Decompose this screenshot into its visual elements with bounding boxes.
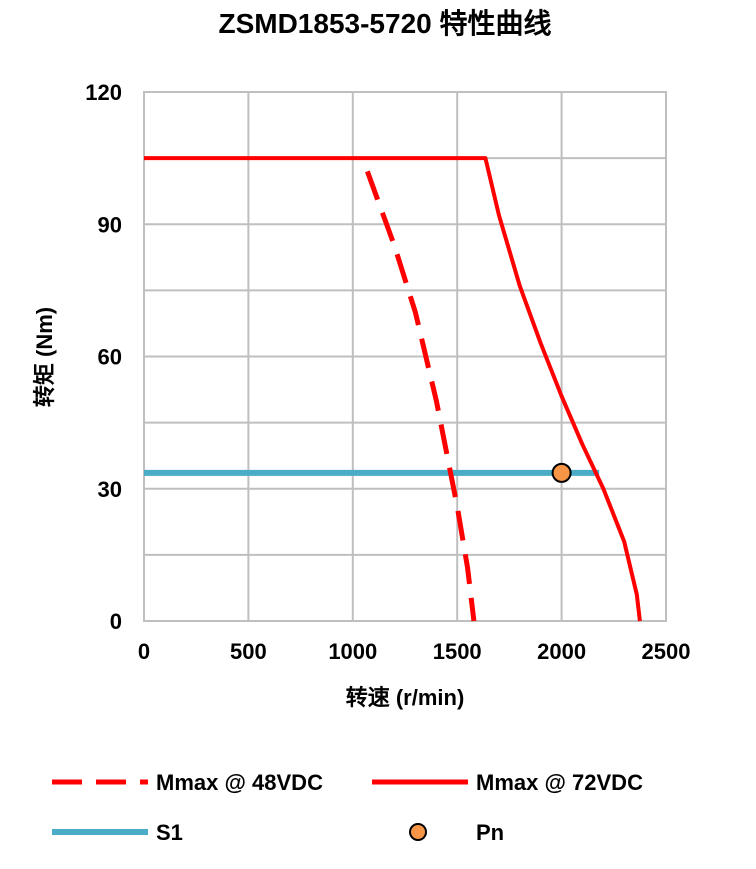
series-layer [144, 156, 642, 622]
series-mmax-72vdc-line [144, 156, 642, 622]
legend-mmax-48vdc-label: Mmax @ 48VDC [156, 770, 323, 795]
x-tick-label: 1500 [433, 639, 482, 664]
x-axis-label: 转速 (r/min) [346, 685, 465, 710]
legend: Mmax @ 48VDC Mmax @ 72VDC S1 Pn [52, 770, 643, 845]
plot-area [143, 91, 667, 622]
x-tick-label: 500 [230, 639, 267, 664]
y-tick-label: 120 [85, 80, 122, 105]
y-tick-label: 30 [98, 477, 122, 502]
y-tick-label: 90 [98, 212, 122, 237]
legend-s1-label: S1 [156, 820, 183, 845]
grid [143, 91, 667, 622]
x-tick-label: 2000 [537, 639, 586, 664]
series-pn-point [551, 462, 572, 483]
series-mmax-48vdc-line [365, 170, 477, 622]
y-axis-label: 转矩 (Nm) [32, 307, 57, 407]
x-tick-label: 1000 [328, 639, 377, 664]
chart-title: ZSMD1853-5720 特性曲线 [218, 8, 551, 39]
tick-labels: 0 500 1000 1500 2000 2500 0 30 60 90 120 [85, 80, 690, 664]
x-tick-label: 0 [138, 639, 150, 664]
legend-pn-swatch [409, 823, 427, 841]
x-tick-label: 2500 [642, 639, 691, 664]
y-tick-label: 60 [98, 345, 122, 370]
y-tick-label: 0 [110, 609, 122, 634]
legend-pn-label: Pn [476, 820, 504, 845]
legend-mmax-72vdc-label: Mmax @ 72VDC [476, 770, 643, 795]
